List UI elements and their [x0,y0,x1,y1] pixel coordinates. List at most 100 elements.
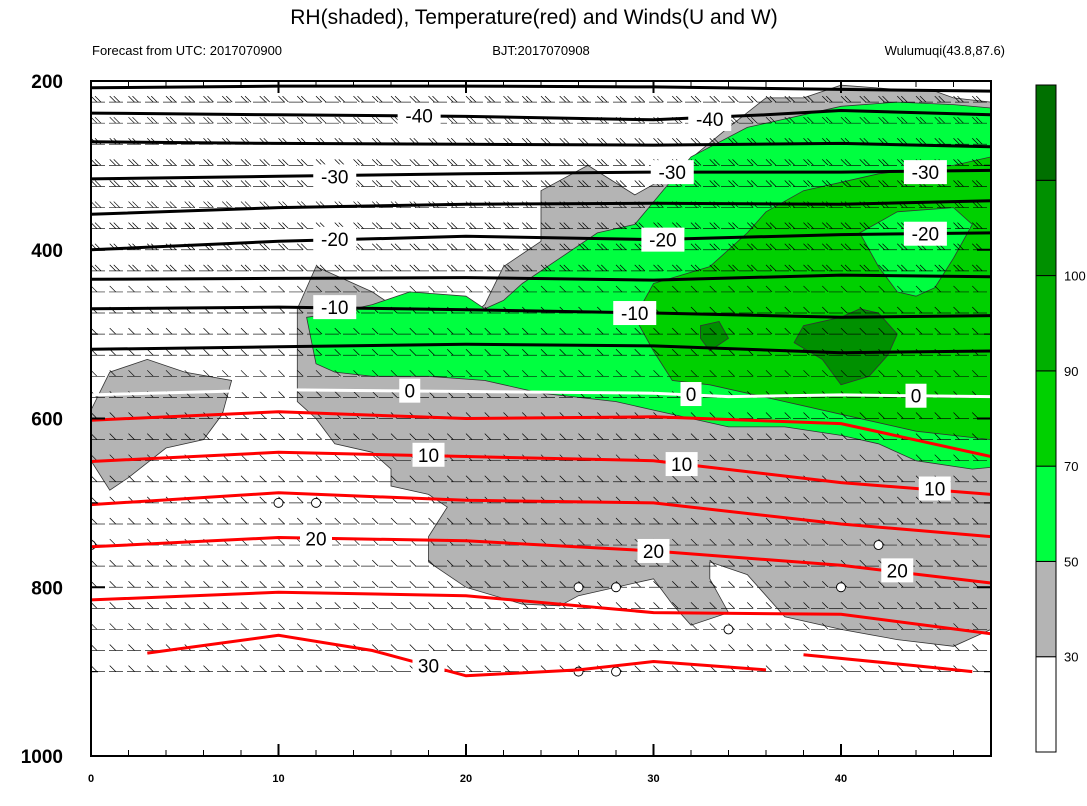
wind-barb [465,644,473,651]
wind-barb [953,159,960,166]
wind-barb [353,581,360,588]
wind-barb [897,517,904,525]
wind-barb [995,265,1001,271]
wind-barb [469,222,477,229]
wind-barb [638,180,645,187]
colorbar-label-50: 50 [1064,554,1078,569]
wind-barb [732,243,739,250]
wind-barb [690,538,698,546]
wind-barb [109,623,116,630]
wind-barb [840,306,848,314]
wind-barb [694,264,702,272]
wind-barb [390,348,398,356]
wind-barb [297,264,304,272]
wind-barb [128,475,135,483]
wind-barb [713,180,720,187]
wind-barb [878,412,885,419]
wind-barb [672,433,679,440]
wind-barb [222,496,229,504]
wind-barb [747,475,754,483]
wind-barb [315,116,323,124]
wind-barb [653,433,660,440]
wind-barb [859,370,866,377]
wind-barb [822,306,829,314]
wind-barb [484,581,491,588]
wind-barb [803,623,810,630]
wind-barb [803,264,810,272]
wind-barb [203,95,210,103]
wind-barb [432,159,439,166]
wind-barb [747,559,754,567]
wind-barb [878,180,885,187]
ytick-label-400: 400 [31,241,63,262]
wind-barb [244,201,252,208]
wind-barb [165,559,173,567]
wind-barb [957,264,964,272]
wind-barb [559,348,566,356]
wind-barb [972,116,979,124]
wind-barb [503,475,510,483]
wind-barb [934,116,941,124]
wind-barb [732,264,739,272]
wind-barb [451,264,458,272]
wind-barb [807,222,814,229]
wind-barb [338,264,345,272]
wind-barb [709,95,716,103]
wind-barb [409,644,416,651]
wind-barb [765,327,773,335]
wind-barb [784,222,791,229]
wind-barb [859,264,866,272]
wind-barb [672,306,679,314]
wind-barb [222,95,229,103]
wind-barb [634,285,641,293]
contour-label-bg [918,476,951,501]
wind-barb [540,327,548,335]
wind-barb [394,159,402,166]
wind-barb [278,243,285,250]
wind-barb [301,95,308,103]
temperature-contour-6 [91,199,991,216]
wind-barb [282,264,289,272]
wind-barb [803,581,810,588]
wind-barb [394,222,402,229]
wind-barb [619,222,627,229]
wind-barb [788,264,795,272]
wind-barb [653,665,660,672]
wind-barb [409,243,416,250]
wind-barb [222,665,229,672]
wind-barb [597,138,604,145]
wind-barb [619,243,627,250]
wind-barb [226,95,233,103]
wind-barb [259,665,266,672]
contour-label-0-2: 0 [911,387,922,408]
wind-barb [672,559,679,567]
wind-barb [972,517,979,525]
wind-barb [597,370,604,377]
wind-barb [353,95,360,103]
wind-barb [897,644,904,651]
wind-barb [563,95,570,103]
wind-barb [109,602,116,609]
wind-barb [957,116,964,124]
wind-barb [278,475,285,483]
wind-barb [109,159,116,166]
wind-barb [953,496,960,504]
wind-barb [390,180,398,187]
wind-barb [747,433,754,440]
wind-barb [953,222,960,229]
wind-barb [859,496,866,504]
wind-barb [732,222,739,229]
wind-barb [747,306,754,314]
wind-barb [259,559,266,567]
wind-barb [315,475,323,483]
wind-barb [315,454,323,461]
wind-barb [953,370,960,377]
wind-barb [428,644,435,651]
wind-barb [863,159,870,166]
wind-barb [184,433,191,440]
wind-barb [390,285,398,293]
wind-barb [784,370,791,377]
wind-barb [184,559,191,567]
wind-barb [372,602,379,609]
wind-barb [822,327,829,335]
